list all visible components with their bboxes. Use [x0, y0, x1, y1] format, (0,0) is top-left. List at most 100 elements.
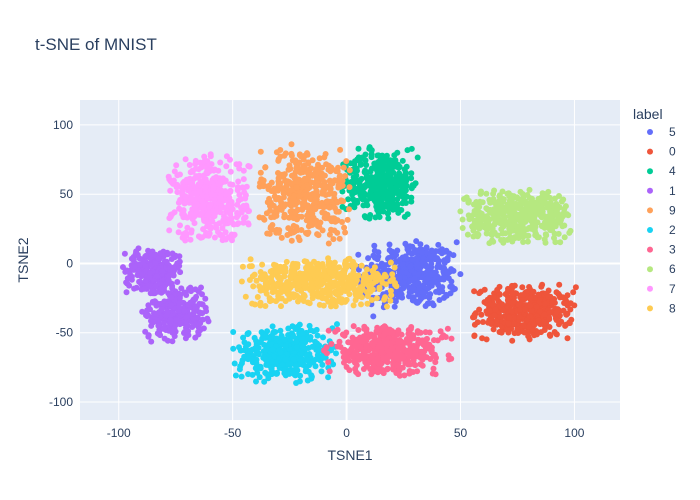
data-point — [222, 236, 229, 243]
data-point — [238, 373, 245, 380]
x-tick-label: 100 — [564, 426, 584, 440]
data-point — [253, 378, 259, 385]
data-point — [384, 355, 391, 361]
data-point — [497, 313, 504, 320]
data-point — [510, 314, 517, 321]
data-point — [418, 348, 425, 355]
data-point — [218, 203, 224, 210]
data-point — [419, 249, 426, 256]
data-point — [155, 322, 162, 329]
data-point — [518, 205, 525, 212]
data-point — [405, 349, 412, 356]
legend-marker — [647, 148, 653, 155]
data-point — [408, 185, 415, 192]
data-point — [269, 346, 276, 353]
data-point — [258, 287, 265, 294]
data-point — [370, 268, 377, 275]
data-point — [193, 208, 200, 215]
data-point — [183, 328, 190, 335]
data-point — [409, 297, 416, 304]
data-point — [564, 335, 571, 342]
data-point — [406, 368, 413, 374]
data-point — [346, 184, 353, 191]
chart-title: t-SNE of MNIST — [35, 35, 157, 54]
x-tick-label: -100 — [107, 426, 131, 440]
data-point — [374, 368, 381, 375]
data-point — [246, 263, 253, 270]
data-point — [489, 210, 495, 216]
data-point — [342, 229, 349, 236]
data-point — [242, 293, 249, 300]
data-point — [459, 225, 466, 231]
data-point — [539, 223, 545, 230]
data-point — [217, 187, 224, 194]
data-point — [394, 362, 401, 369]
data-point — [307, 261, 314, 268]
data-point — [479, 335, 486, 342]
data-point — [361, 184, 368, 191]
data-point — [177, 196, 184, 203]
data-point — [279, 185, 286, 192]
data-point — [150, 319, 157, 326]
data-point — [291, 175, 298, 181]
data-point — [319, 209, 326, 216]
data-point — [182, 230, 189, 237]
data-point — [247, 347, 254, 354]
data-point — [383, 203, 389, 210]
data-point — [517, 306, 523, 313]
data-point — [335, 208, 342, 215]
data-point — [282, 356, 289, 363]
data-point — [239, 263, 246, 270]
data-point — [528, 217, 534, 224]
series-9 — [256, 141, 353, 247]
data-point — [184, 214, 191, 221]
data-point — [382, 294, 389, 301]
data-point — [417, 361, 424, 368]
data-point — [288, 141, 295, 148]
data-point — [321, 272, 328, 279]
data-point — [396, 372, 403, 379]
data-point — [128, 255, 135, 262]
data-point — [170, 180, 176, 187]
data-point — [188, 229, 195, 236]
data-point — [412, 180, 419, 187]
data-point — [453, 239, 460, 246]
data-point — [395, 327, 402, 334]
data-point — [350, 269, 357, 276]
data-point — [341, 224, 348, 231]
data-point — [235, 178, 242, 185]
data-point — [299, 343, 306, 350]
data-point — [290, 282, 297, 289]
data-point — [178, 285, 185, 292]
data-point — [412, 255, 419, 262]
data-point — [363, 343, 370, 350]
data-point — [306, 322, 313, 329]
data-point — [287, 187, 293, 194]
data-point — [424, 335, 430, 342]
data-point — [252, 301, 258, 308]
data-point — [290, 294, 297, 301]
legend-marker — [647, 207, 653, 214]
data-point — [208, 218, 215, 225]
data-point — [358, 301, 364, 308]
legend-label: 1 — [669, 184, 676, 198]
series-7 — [165, 151, 253, 244]
data-point — [509, 238, 516, 245]
data-point — [351, 287, 358, 294]
data-point — [560, 307, 567, 314]
data-point — [203, 308, 210, 315]
data-point — [158, 250, 165, 257]
data-point — [203, 193, 210, 200]
data-point — [415, 336, 422, 343]
data-point — [361, 354, 368, 361]
data-point — [388, 292, 395, 299]
data-point — [207, 151, 214, 158]
data-point — [380, 187, 387, 194]
data-point — [245, 341, 252, 348]
data-point — [304, 170, 311, 176]
data-point — [387, 340, 394, 347]
data-point — [230, 329, 237, 335]
legend: label 5 0 4 1 9 2 3 6 7 8 — [633, 106, 676, 315]
data-point — [423, 249, 430, 256]
data-point — [217, 159, 224, 166]
